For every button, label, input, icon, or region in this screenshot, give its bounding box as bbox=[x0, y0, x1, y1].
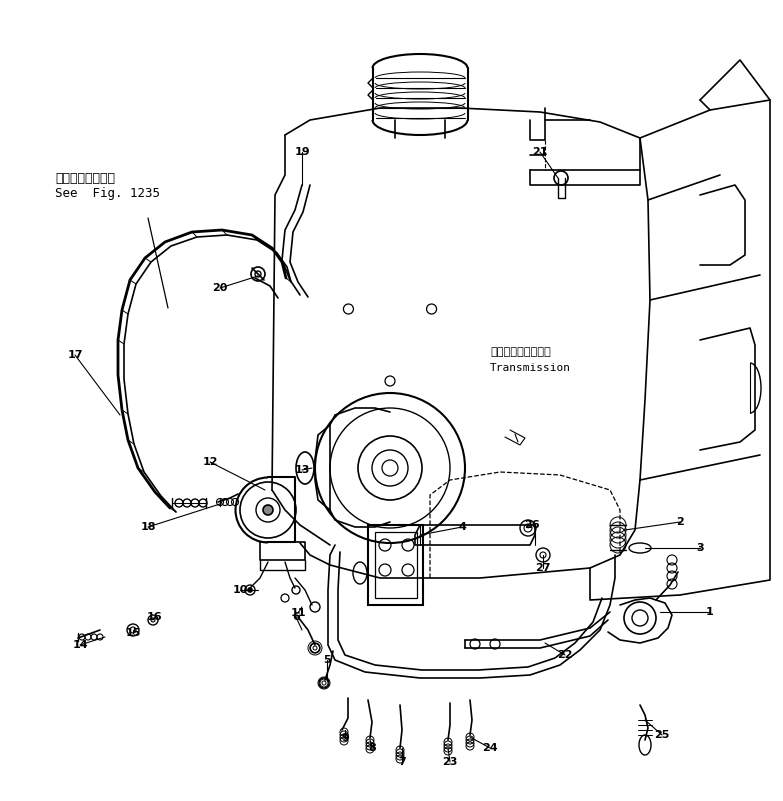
Text: 23: 23 bbox=[442, 757, 458, 767]
Text: 21: 21 bbox=[532, 147, 548, 157]
Text: 5: 5 bbox=[323, 655, 330, 665]
Ellipse shape bbox=[353, 562, 367, 584]
Text: トランスミッション: トランスミッション bbox=[490, 347, 550, 357]
Text: 9: 9 bbox=[341, 733, 349, 743]
Text: 8: 8 bbox=[368, 743, 376, 753]
Text: 27: 27 bbox=[536, 563, 550, 573]
Bar bbox=[375, 532, 417, 598]
Text: 25: 25 bbox=[655, 730, 669, 740]
Text: 19: 19 bbox=[294, 147, 310, 157]
Circle shape bbox=[263, 505, 273, 515]
Text: 15: 15 bbox=[125, 628, 141, 638]
Text: 2: 2 bbox=[677, 517, 684, 527]
Text: 12: 12 bbox=[202, 457, 218, 467]
Text: 4: 4 bbox=[458, 522, 466, 532]
Text: 6: 6 bbox=[292, 612, 300, 622]
Ellipse shape bbox=[629, 543, 651, 553]
Text: 16: 16 bbox=[147, 612, 163, 622]
Text: 17: 17 bbox=[67, 350, 83, 360]
Text: 第１２３５図参照: 第１２３５図参照 bbox=[55, 171, 115, 184]
Text: 22: 22 bbox=[557, 650, 572, 660]
Text: Transmission: Transmission bbox=[490, 363, 571, 373]
Text: 1: 1 bbox=[706, 607, 714, 617]
Text: 26: 26 bbox=[524, 520, 539, 530]
Ellipse shape bbox=[296, 452, 314, 484]
Text: 24: 24 bbox=[482, 743, 498, 753]
Text: 20: 20 bbox=[212, 283, 228, 293]
Bar bbox=[368, 525, 423, 605]
Text: See  Fig. 1235: See Fig. 1235 bbox=[55, 187, 160, 200]
Circle shape bbox=[248, 588, 252, 592]
Text: 14: 14 bbox=[72, 640, 88, 650]
Text: 3: 3 bbox=[696, 543, 704, 553]
Text: 7: 7 bbox=[398, 757, 406, 767]
Text: 13: 13 bbox=[294, 465, 310, 475]
Text: 10: 10 bbox=[233, 585, 247, 595]
Text: 18: 18 bbox=[140, 522, 156, 532]
Text: 11: 11 bbox=[290, 608, 305, 618]
